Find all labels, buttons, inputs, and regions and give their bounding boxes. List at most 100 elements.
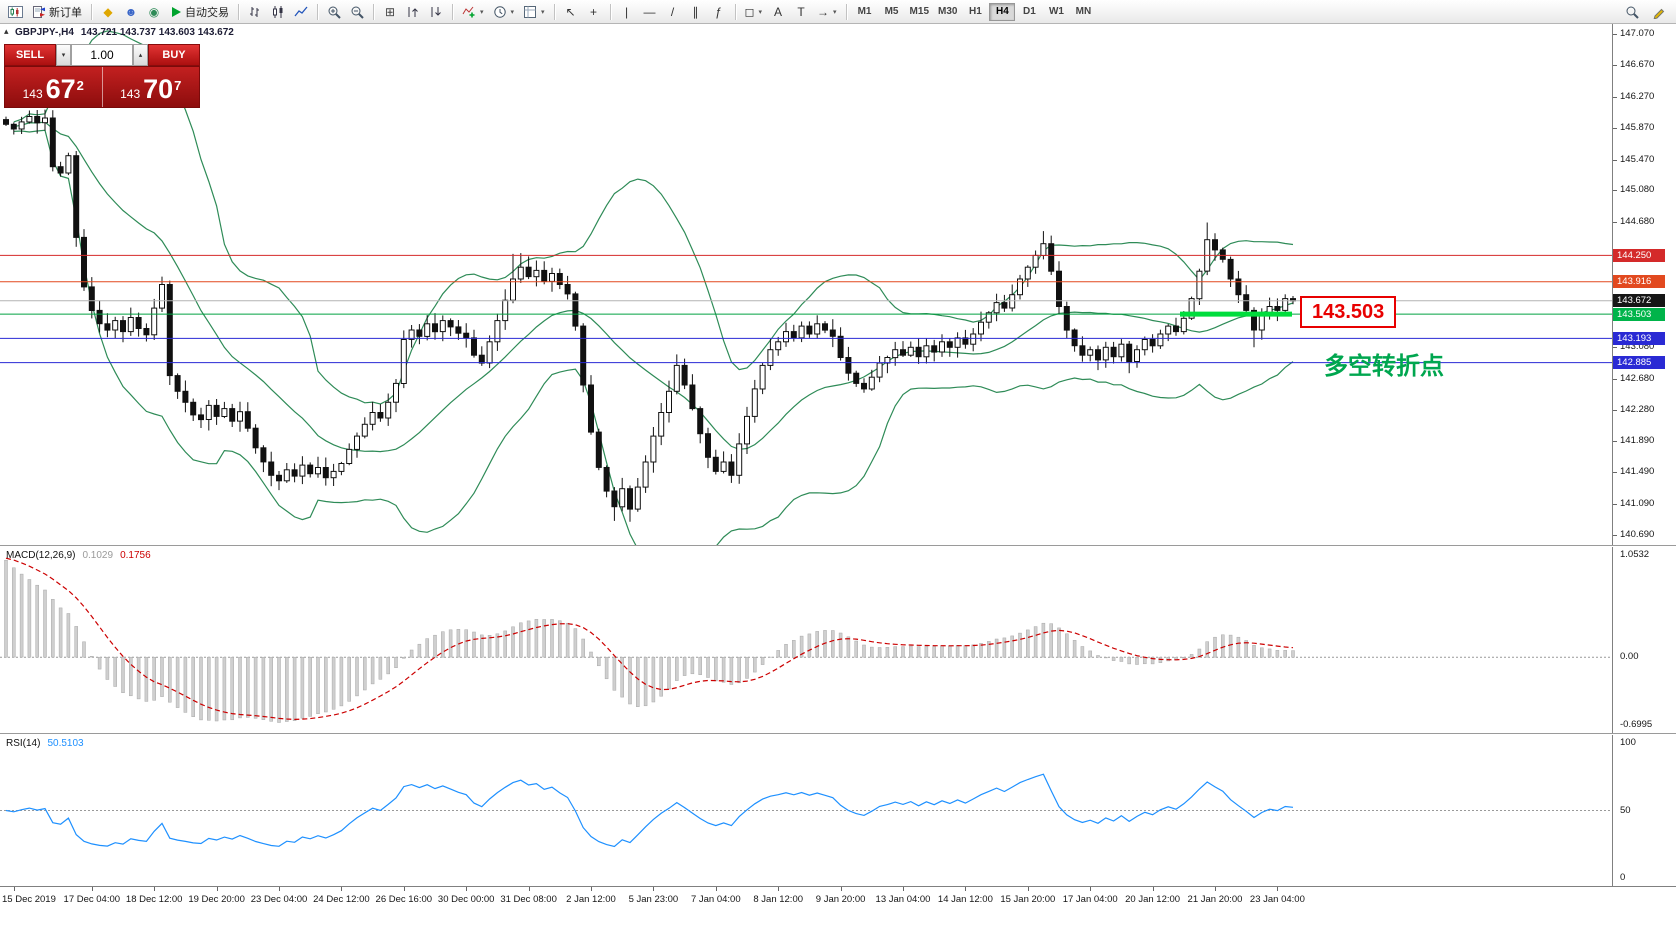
buy-price-display[interactable]: 143 70 7	[101, 67, 200, 107]
timeframe-m30-button-label: M30	[938, 6, 958, 17]
search-button[interactable]	[1621, 2, 1643, 22]
volume-input[interactable]	[71, 44, 133, 66]
timeframe-mn-button[interactable]: MN	[1070, 3, 1096, 21]
price-chart[interactable]	[0, 24, 1612, 545]
rsi-header: RSI(14) 50.5103	[6, 738, 84, 749]
shapes-button[interactable]: ◻ ▾	[741, 2, 766, 22]
time-label: 15 Dec 2019	[2, 894, 56, 905]
timeframe-mn-button-label: MN	[1075, 6, 1092, 17]
data-window-icon: ◉	[148, 4, 160, 19]
line-chart-button[interactable]	[290, 2, 312, 22]
arrows-button[interactable]: → ▾	[813, 2, 841, 22]
trendline-button[interactable]: /	[662, 2, 684, 22]
turning-point-note: 多空转折点	[1324, 353, 1444, 380]
templates-button[interactable]: ▾	[519, 2, 549, 22]
macd-main-value: 0.1029	[82, 550, 114, 561]
vertical-line-button[interactable]: |	[616, 2, 638, 22]
price-tag: 144.250	[1613, 248, 1665, 262]
quick-edit-button[interactable]	[1648, 2, 1670, 22]
axis-tickmark	[1613, 378, 1617, 380]
text-label-button[interactable]: T	[790, 2, 812, 22]
buy-button[interactable]: BUY	[148, 44, 200, 66]
timeframe-w1-button-label: W1	[1048, 6, 1064, 17]
pane-divider[interactable]	[0, 733, 1676, 735]
rsi-scale-100: 100	[1620, 737, 1636, 748]
price-tick: 142.680	[1620, 372, 1655, 384]
toolbar-separator	[452, 3, 453, 20]
macd-pane[interactable]: MACD(12,26,9) 0.1029 0.1756	[0, 547, 1612, 733]
dropdown-caret-icon: ▾	[833, 8, 837, 16]
rsi-pane[interactable]: RSI(14) 50.5103	[0, 735, 1612, 886]
arrange-up-button[interactable]	[402, 2, 424, 22]
time-tickmark	[528, 887, 530, 891]
text-button[interactable]: A	[767, 2, 789, 22]
arrange-up-icon	[406, 5, 420, 19]
toolbar-separator	[317, 3, 318, 20]
crosshair-button[interactable]: +	[583, 2, 605, 22]
profiles-button[interactable]: ☻	[120, 2, 142, 22]
timeframe-m30-button[interactable]: M30	[934, 3, 961, 21]
new-order-button-label: 新订单	[49, 6, 82, 19]
axis-tickmark	[1613, 347, 1617, 349]
tile-windows-button[interactable]: ⊞	[379, 2, 401, 22]
time-tickmark	[466, 887, 468, 891]
candlestick-chart-button[interactable]	[267, 2, 289, 22]
macd-chart[interactable]	[0, 547, 1612, 733]
macd-scale-min: -0.6995	[1620, 719, 1653, 730]
periods-button[interactable]: ▾	[489, 2, 519, 22]
channel-button[interactable]: ∥	[685, 2, 707, 22]
timeframe-m1-button[interactable]: M1	[852, 3, 878, 21]
dropdown-caret-icon: ▾	[480, 8, 484, 16]
rsi-scale-50: 50	[1620, 804, 1631, 816]
dropdown-caret-icon: ▾	[758, 8, 763, 16]
text-label-icon: T	[797, 4, 805, 19]
bar-chart-button[interactable]	[244, 2, 266, 22]
timeframe-m15-button-label: M15	[909, 6, 929, 17]
time-tickmark	[1027, 887, 1029, 891]
time-axis[interactable]: 15 Dec 2019 17 Dec 04:00 18 Dec 12:00 19 De…	[0, 886, 1676, 912]
time-label: 19 Dec 20:00	[188, 894, 245, 905]
data-window-button[interactable]: ◉	[143, 2, 165, 22]
rsi-chart[interactable]	[0, 735, 1612, 886]
cursor-button[interactable]: ↖	[560, 2, 582, 22]
zoom-out-button[interactable]	[346, 2, 368, 22]
symbol-ohlc-line: GBPJPY-,H4 143.721 143.737 143.603 143.6…	[15, 27, 234, 38]
timeframe-w1-button[interactable]: W1	[1043, 3, 1069, 21]
autotrading-button[interactable]: 自动交易	[166, 2, 233, 22]
zoom-in-button[interactable]	[323, 2, 345, 22]
collapse-one-click-icon[interactable]: ▴	[4, 26, 9, 36]
volume-up-button[interactable]: ▴	[133, 44, 148, 66]
price-tick: 143.080	[1620, 341, 1655, 353]
timeframe-d1-button[interactable]: D1	[1016, 3, 1042, 21]
axis-tickmark	[1613, 221, 1617, 223]
horizontal-line-button[interactable]: —	[639, 2, 661, 22]
timeframe-m5-button[interactable]: M5	[879, 3, 905, 21]
timeframe-h4-button[interactable]: H4	[989, 2, 1016, 21]
toolbar-separator	[373, 3, 374, 20]
arrange-down-button[interactable]	[425, 2, 447, 22]
autotrading-icon	[170, 6, 182, 18]
time-label: 13 Jan 04:00	[875, 894, 931, 905]
profiles-icon: ☻	[124, 4, 138, 19]
new-order-button[interactable]: 新订单	[28, 2, 86, 22]
new-chart-button[interactable]	[4, 2, 27, 22]
indicators-button[interactable]: ▾	[458, 2, 488, 22]
sell-price-base: 143	[22, 87, 43, 101]
time-tickmark	[91, 887, 93, 891]
volume-down-button[interactable]: ▾	[56, 44, 71, 66]
new-chart-icon	[8, 5, 23, 19]
sell-price-display[interactable]: 143 67 2	[5, 67, 102, 107]
fibonacci-button[interactable]: ƒ	[708, 2, 730, 22]
rsi-scale-0: 0	[1620, 872, 1626, 883]
cursor-icon: ↖	[565, 4, 576, 19]
sell-button[interactable]: SELL	[4, 44, 56, 66]
timeframe-m15-button[interactable]: M15	[906, 3, 933, 21]
timeframe-h1-button[interactable]: H1	[962, 3, 988, 21]
macd-scale-zero: 0.00	[1620, 651, 1639, 663]
price-axis[interactable]: 147.070 146.670 146.270 145.870 145.470 145.0…	[1612, 24, 1676, 886]
pane-divider[interactable]	[0, 545, 1676, 547]
symbol-label: GBPJPY-,H4	[15, 27, 74, 38]
price-pane[interactable]: ▴ GBPJPY-,H4 143.721 143.737 143.603 143…	[0, 24, 1612, 545]
price-tick: 147.070	[1620, 28, 1655, 39]
metaeditor-button[interactable]: ◆	[97, 2, 119, 22]
